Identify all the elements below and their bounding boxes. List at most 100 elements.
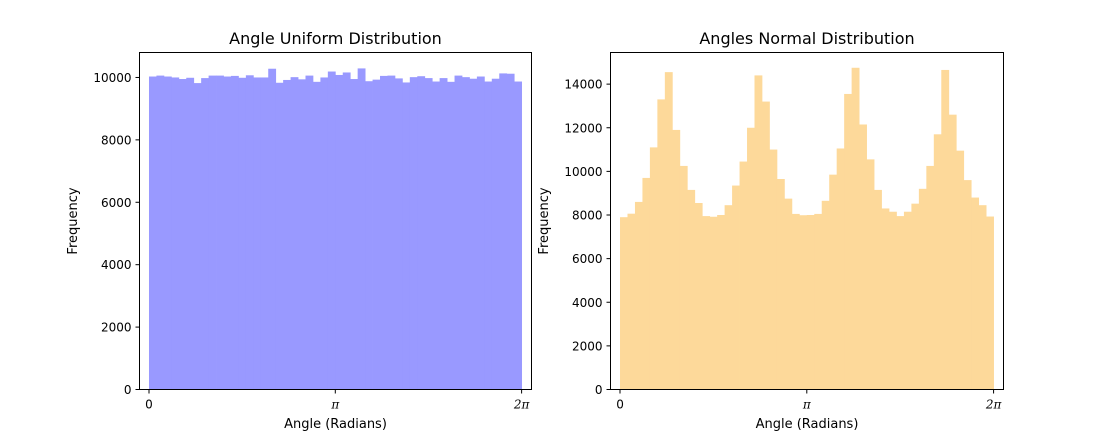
histogram-bar xyxy=(447,81,455,390)
histogram-bar xyxy=(372,79,381,390)
histogram-bar xyxy=(709,216,718,390)
histogram-bar xyxy=(461,77,470,390)
histogram-bar xyxy=(499,73,508,390)
y-axis-ticks: 0 2000 4000 6000 8000 10000 xyxy=(93,71,140,397)
y-tick-label: 2000 xyxy=(101,321,132,335)
histogram-bar xyxy=(687,189,696,390)
y-tick-label: 8000 xyxy=(572,209,603,223)
y-tick-label: 6000 xyxy=(572,252,603,266)
histogram-bar xyxy=(799,215,808,390)
histogram-bar xyxy=(491,78,500,390)
histogram-bar xyxy=(888,211,897,390)
histogram-bar xyxy=(963,180,972,390)
y-tick-label: 8000 xyxy=(101,133,132,147)
y-axis-label: Frequency xyxy=(66,187,81,254)
histogram-bar xyxy=(260,77,269,390)
histogram-bar xyxy=(806,215,815,390)
y-tick-label: 12000 xyxy=(564,121,602,135)
histogram-bar xyxy=(409,77,418,390)
x-tick-label: 2π xyxy=(985,398,1003,412)
histogram-bar xyxy=(186,77,195,390)
histogram-bar xyxy=(253,77,262,390)
histogram-bar xyxy=(424,78,433,390)
histogram-bar xyxy=(148,76,157,390)
histogram-bar xyxy=(476,76,485,390)
histogram-bar xyxy=(747,127,755,390)
y-tick-label: 10000 xyxy=(564,165,602,179)
histogram-bar xyxy=(948,114,957,390)
histogram-bar xyxy=(268,68,277,390)
y-tick-label: 14000 xyxy=(564,78,602,92)
histogram-bar xyxy=(657,99,666,390)
histogram-bar xyxy=(320,77,329,390)
y-tick-label: 4000 xyxy=(101,258,132,272)
histogram-bar xyxy=(469,78,478,390)
x-axis-label: Angle (Radians) xyxy=(284,417,387,432)
histogram-bar xyxy=(171,77,180,390)
histogram-bar xyxy=(156,75,165,390)
histogram-bar xyxy=(342,72,351,390)
x-axis-ticks: 0 π 2π xyxy=(145,389,531,412)
x-tick-label: 2π xyxy=(513,398,531,412)
histogram-bar xyxy=(814,213,823,390)
histogram-bar xyxy=(357,68,366,390)
histogram-bar xyxy=(859,124,867,390)
histogram-bar xyxy=(454,75,463,390)
y-tick-label: 4000 xyxy=(572,296,603,310)
histogram-bar xyxy=(290,77,299,390)
histogram-bar xyxy=(732,185,740,390)
chart-title: Angles Normal Distribution xyxy=(699,29,914,48)
histogram-bar xyxy=(754,75,763,390)
histogram-bar xyxy=(956,150,965,390)
histogram-bar xyxy=(216,75,224,390)
histogram-bar xyxy=(201,78,210,390)
histogram-bar xyxy=(327,71,336,390)
histogram-bar xyxy=(380,75,388,390)
histogram-bar xyxy=(402,82,411,390)
histogram-bar xyxy=(971,197,980,390)
histogram-bar xyxy=(672,129,681,390)
histogram-bars xyxy=(620,67,994,390)
histogram-bar xyxy=(739,161,748,390)
histogram-bar xyxy=(620,217,628,390)
histogram-bar xyxy=(514,81,523,390)
histogram-bar xyxy=(335,74,344,390)
y-axis-label: Frequency xyxy=(537,187,552,254)
histogram-bar xyxy=(312,81,321,390)
histogram-bar xyxy=(506,73,515,390)
histogram-bar xyxy=(275,82,284,390)
histogram-bar xyxy=(163,76,172,390)
histogram-bar xyxy=(694,203,703,390)
histogram-bars xyxy=(148,68,523,390)
histogram-bar xyxy=(896,216,905,390)
y-tick-label: 10000 xyxy=(93,71,131,85)
histogram-bar xyxy=(350,79,359,390)
histogram-bar xyxy=(866,159,875,390)
histogram-bar xyxy=(223,76,232,390)
histogram-bar xyxy=(881,208,890,390)
histogram-bar xyxy=(394,78,403,390)
y-tick-label: 6000 xyxy=(101,196,132,210)
chart-angles-normal-distribution: Angles Normal Distribution 0 π 2π 0 2000 400… xyxy=(537,29,1004,432)
histogram-bar xyxy=(836,148,845,390)
x-tick-label: 0 xyxy=(145,398,153,412)
y-tick-label: 0 xyxy=(124,383,132,397)
histogram-bar xyxy=(874,189,882,390)
histogram-bar xyxy=(679,165,688,390)
histogram-bar xyxy=(417,76,426,390)
histogram-bar xyxy=(933,134,942,390)
histogram-bar xyxy=(724,205,733,390)
histogram-bar xyxy=(305,75,314,390)
histogram-bar xyxy=(230,75,239,390)
histogram-bar xyxy=(784,198,793,390)
histogram-bar xyxy=(769,149,778,390)
histogram-bar xyxy=(439,78,448,390)
chart-angle-uniform-distribution: Angle Uniform Distribution 0 π 2π 0 2000 400… xyxy=(66,29,532,432)
histogram-bar xyxy=(387,75,396,390)
histogram-bar xyxy=(193,83,202,390)
histogram-bar xyxy=(208,75,217,390)
histogram-bar xyxy=(432,81,441,390)
histogram-bar xyxy=(986,216,994,390)
histogram-bar xyxy=(484,81,493,390)
